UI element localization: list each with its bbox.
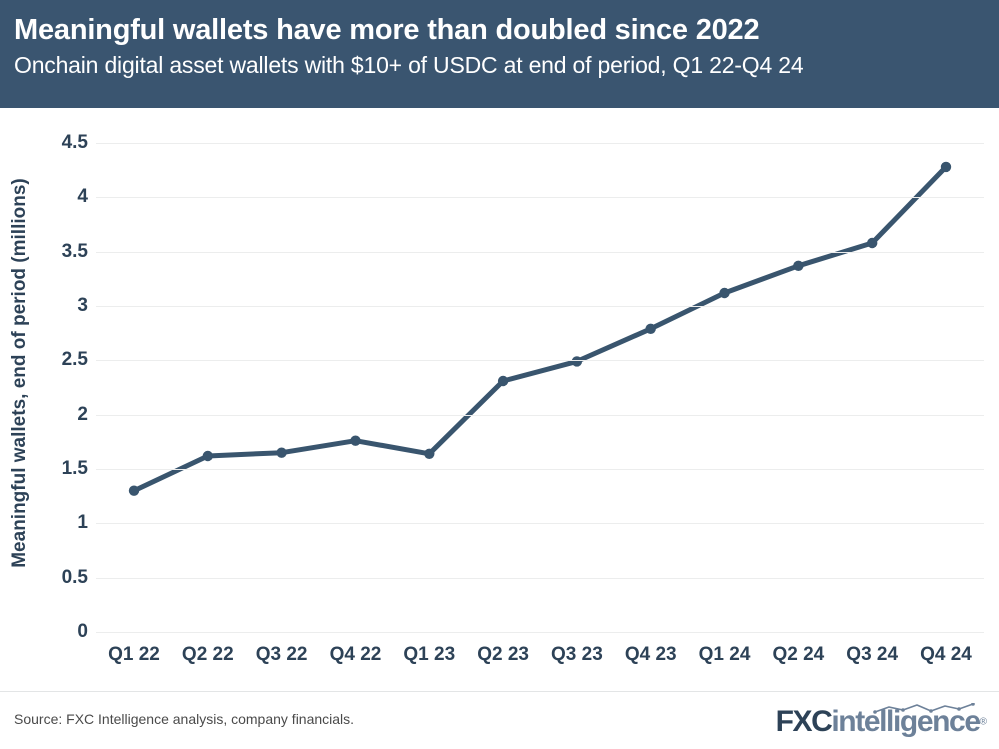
gridline bbox=[96, 251, 984, 253]
gridline bbox=[96, 306, 984, 307]
gridline bbox=[96, 577, 984, 579]
y-axis-tick-label: 0.5 bbox=[61, 566, 88, 588]
plot-area: Q1 22 Q2 22 Q3 22 Q4 22 Q1 23 Q2 23 Q3 23 Q4 23… bbox=[96, 108, 984, 691]
source-note: Source: FXC Intelligence analysis, compa… bbox=[14, 711, 355, 727]
gridline bbox=[96, 143, 984, 144]
data-point-marker bbox=[276, 447, 287, 458]
y-axis-tick-label: 3.5 bbox=[61, 240, 88, 262]
y-axis-tick-label: 0 bbox=[77, 621, 88, 642]
data-point-marker bbox=[867, 237, 878, 249]
y-axis-tick-label: 3 bbox=[77, 295, 88, 316]
data-point-marker bbox=[645, 323, 656, 334]
data-point-marker bbox=[793, 260, 804, 271]
x-axis-tick-label: Q4 24 bbox=[920, 644, 972, 665]
y-axis-tick-labels: 0 0.5 1 1.5 2 2.5 3 3.5 4 4.5 bbox=[36, 108, 88, 691]
data-point-marker bbox=[350, 435, 361, 446]
y-axis-tick-label: 4 bbox=[77, 186, 88, 208]
gridline bbox=[96, 469, 984, 470]
x-axis-tick-label: Q2 24 bbox=[772, 644, 825, 665]
x-axis-tick-label: Q2 23 bbox=[477, 644, 529, 665]
y-axis-tick-label: 1.5 bbox=[61, 458, 88, 479]
series-markers bbox=[128, 161, 952, 496]
x-axis-tick-label: Q1 22 bbox=[108, 644, 160, 665]
x-axis-tick-label: Q1 24 bbox=[698, 644, 751, 665]
data-point-marker bbox=[202, 450, 213, 462]
chart-header-band: Meaningful wallets have more than double… bbox=[0, 0, 999, 108]
gridline bbox=[96, 523, 984, 525]
x-axis-tick-label: Q4 23 bbox=[624, 644, 677, 665]
logo-secondary-text: intelligence bbox=[831, 705, 981, 738]
y-axis-tick-label: 2 bbox=[77, 403, 88, 425]
logo-primary-text: FXC bbox=[775, 705, 833, 738]
gridline bbox=[96, 197, 984, 199]
x-axis-tick-label: Q1 23 bbox=[403, 644, 456, 665]
logo-registered-mark: ® bbox=[979, 716, 987, 728]
data-point-marker bbox=[497, 375, 509, 387]
data-point-marker bbox=[940, 161, 952, 173]
gridline bbox=[96, 414, 984, 416]
data-point-marker bbox=[128, 485, 140, 496]
y-axis-tick-label: 4.5 bbox=[61, 132, 88, 153]
x-axis-tick-label: Q3 24 bbox=[846, 644, 899, 665]
footer-divider bbox=[0, 691, 999, 692]
line-chart-icon bbox=[873, 703, 975, 714]
gridline bbox=[96, 632, 984, 633]
series-line-path bbox=[131, 164, 949, 494]
chart-region: Meaningful wallets, end of period (milli… bbox=[0, 108, 999, 691]
x-axis-tick-label: Q3 22 bbox=[255, 644, 308, 665]
data-point-marker bbox=[424, 448, 435, 459]
chart-footer: Source: FXC Intelligence analysis, compa… bbox=[0, 691, 999, 749]
x-axis-tick-label: Q2 22 bbox=[181, 644, 234, 665]
y-axis-title-label: Meaningful wallets, end of period (milli… bbox=[9, 178, 30, 568]
y-axis-title: Meaningful wallets, end of period (milli… bbox=[0, 108, 40, 638]
data-point-marker bbox=[719, 287, 730, 299]
x-axis-tick-label: Q3 23 bbox=[551, 644, 603, 665]
y-axis-tick-label: 1 bbox=[77, 512, 88, 534]
gridline bbox=[96, 360, 984, 362]
x-axis-tick-label: Q4 22 bbox=[329, 644, 382, 665]
chart-title: Meaningful wallets have more than double… bbox=[14, 14, 760, 46]
y-axis-tick-label: 2.5 bbox=[61, 349, 88, 371]
fxc-intelligence-logo: FXCintelligence® bbox=[776, 703, 987, 737]
chart-subtitle: Onchain digital asset wallets with $10+ … bbox=[14, 52, 804, 78]
data-point-marker bbox=[571, 356, 583, 367]
line-series-wallets bbox=[128, 161, 952, 496]
